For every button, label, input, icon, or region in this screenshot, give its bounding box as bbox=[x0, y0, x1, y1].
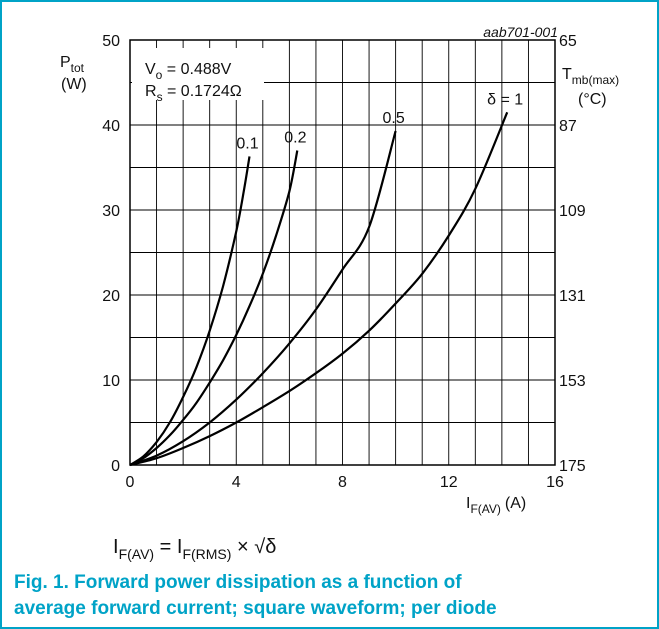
formula: IF(AV) = IF(RMS) × √δ bbox=[113, 536, 276, 562]
curve-0.5 bbox=[129, 130, 397, 467]
curve-0.2 bbox=[129, 150, 299, 466]
x-tick-label: 0 bbox=[126, 474, 135, 491]
x-tick-labels: 0 4 8 12 16 bbox=[126, 474, 564, 491]
y-tick-label: 30 bbox=[102, 203, 120, 220]
y-tick-label: 10 bbox=[102, 373, 120, 390]
curve-0.1 bbox=[129, 156, 251, 466]
y2-tick-label: 65 bbox=[559, 33, 577, 50]
curve-label: δ = 1 bbox=[487, 91, 523, 108]
x-tick-label: 12 bbox=[440, 474, 458, 491]
y2-axis-unit: (°C) bbox=[578, 91, 607, 108]
y2-axis-label: Tmb(max) bbox=[562, 66, 619, 87]
param-vo: Vo = 0.488V bbox=[145, 61, 232, 82]
y2-tick-label: 109 bbox=[559, 203, 586, 220]
y-tick-label: 50 bbox=[102, 33, 120, 50]
param-rs: Rs = 0.1724Ω bbox=[145, 83, 242, 104]
curve-label: 0.1 bbox=[236, 135, 258, 152]
y2-tick-labels: 175 153 131 109 87 65 bbox=[559, 33, 586, 475]
caption-line-2: average forward current; square waveform… bbox=[14, 598, 497, 619]
curves bbox=[129, 111, 509, 467]
figure-id: aab701-001 bbox=[483, 24, 558, 40]
curve-1 bbox=[129, 111, 509, 467]
params-box bbox=[132, 48, 264, 100]
y-axis-unit: (W) bbox=[61, 76, 87, 93]
x-tick-label: 4 bbox=[232, 474, 241, 491]
x-tick-label: 16 bbox=[546, 474, 564, 491]
curve-label: 0.5 bbox=[383, 110, 405, 127]
y-tick-label: 40 bbox=[102, 118, 120, 135]
curve-labels: 0.1 0.2 0.5 δ = 1 bbox=[236, 91, 523, 152]
y2-tick-label: 153 bbox=[559, 373, 586, 390]
y-tick-labels: 0 10 20 30 40 50 bbox=[102, 33, 120, 475]
x-axis-label: IF(AV) (A) bbox=[466, 495, 526, 516]
y-tick-label: 0 bbox=[111, 458, 120, 475]
caption-line-1: Fig. 1. Forward power dissipation as a f… bbox=[14, 572, 462, 593]
x-tick-label: 8 bbox=[338, 474, 347, 491]
y-tick-label: 20 bbox=[102, 288, 120, 305]
y2-tick-label: 87 bbox=[559, 118, 577, 135]
y2-tick-label: 175 bbox=[559, 458, 586, 475]
curve-label: 0.2 bbox=[284, 130, 306, 147]
y2-tick-label: 131 bbox=[559, 288, 586, 305]
y-axis-label: Ptot bbox=[60, 54, 85, 75]
